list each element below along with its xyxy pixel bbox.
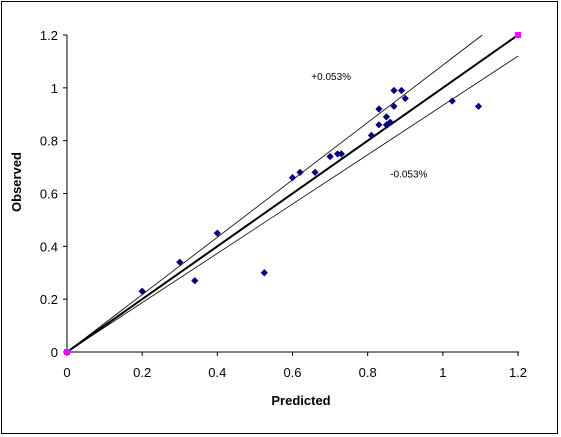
data-point (288, 174, 297, 182)
data-points (63, 32, 521, 356)
x-tick-label: 1 (439, 365, 446, 380)
data-point-square (64, 349, 70, 355)
y-tick-label: 0.8 (40, 134, 58, 149)
annotation-upper: +0.053% (311, 72, 351, 83)
x-tick-label: 1.2 (509, 365, 527, 380)
x-tick-label: 0.6 (283, 365, 301, 380)
x-tick-label: 0.4 (208, 365, 226, 380)
tick-labels: 0 0.2 0.4 0.6 0.8 1 1.2 0 0.2 0.4 0.6 0.8 1 1.2 (40, 28, 527, 380)
reference-line-upper (66, 34, 483, 353)
x-tick-label: 0 (63, 365, 70, 380)
y-tick-label: 0.2 (40, 292, 58, 307)
x-axis-title: Predicted (271, 393, 330, 408)
reference-lines (66, 34, 519, 353)
data-point-square (515, 32, 521, 38)
data-point (138, 287, 146, 295)
y-tick-label: 1 (51, 81, 58, 96)
y-tick-label: 0.6 (40, 187, 58, 202)
data-point (311, 168, 319, 176)
data-point (296, 168, 304, 176)
x-tick-label: 0.8 (359, 365, 377, 380)
data-point (375, 105, 383, 113)
data-point (382, 113, 391, 121)
y-tick-label: 1.2 (40, 28, 58, 43)
reference-line-11 (66, 34, 519, 353)
reference-line-lower (66, 55, 519, 353)
data-point (375, 121, 383, 129)
y-axis-title: Observed (9, 152, 24, 212)
data-point (367, 131, 376, 139)
data-point (474, 102, 483, 110)
data-point (397, 86, 406, 95)
data-point (334, 150, 342, 158)
data-point (191, 277, 199, 285)
data-point (390, 86, 398, 95)
y-tick-label: 0.4 (40, 239, 58, 254)
y-tick-label: 0 (51, 345, 58, 360)
data-point (260, 269, 268, 277)
annotation-lower: -0.053% (390, 170, 427, 181)
data-point (401, 94, 409, 102)
data-point (337, 150, 345, 158)
x-tick-label: 0.2 (133, 365, 151, 380)
data-point (326, 152, 334, 161)
data-point (176, 258, 184, 266)
data-point (390, 102, 398, 110)
data-point (386, 118, 394, 126)
data-point (213, 229, 221, 237)
axes (63, 34, 519, 356)
data-point (448, 97, 456, 105)
